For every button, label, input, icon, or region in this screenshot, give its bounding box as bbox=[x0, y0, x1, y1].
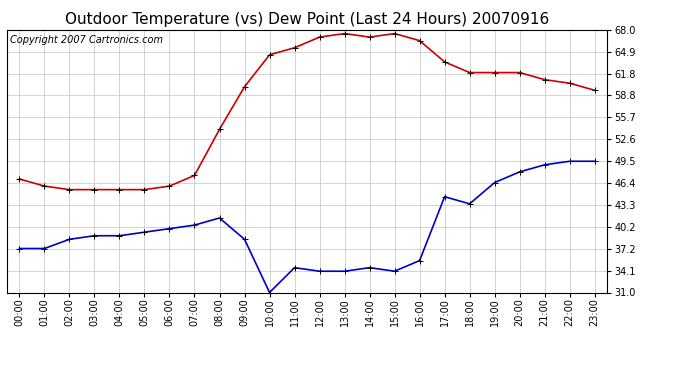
Text: Copyright 2007 Cartronics.com: Copyright 2007 Cartronics.com bbox=[10, 35, 163, 45]
Title: Outdoor Temperature (vs) Dew Point (Last 24 Hours) 20070916: Outdoor Temperature (vs) Dew Point (Last… bbox=[65, 12, 549, 27]
